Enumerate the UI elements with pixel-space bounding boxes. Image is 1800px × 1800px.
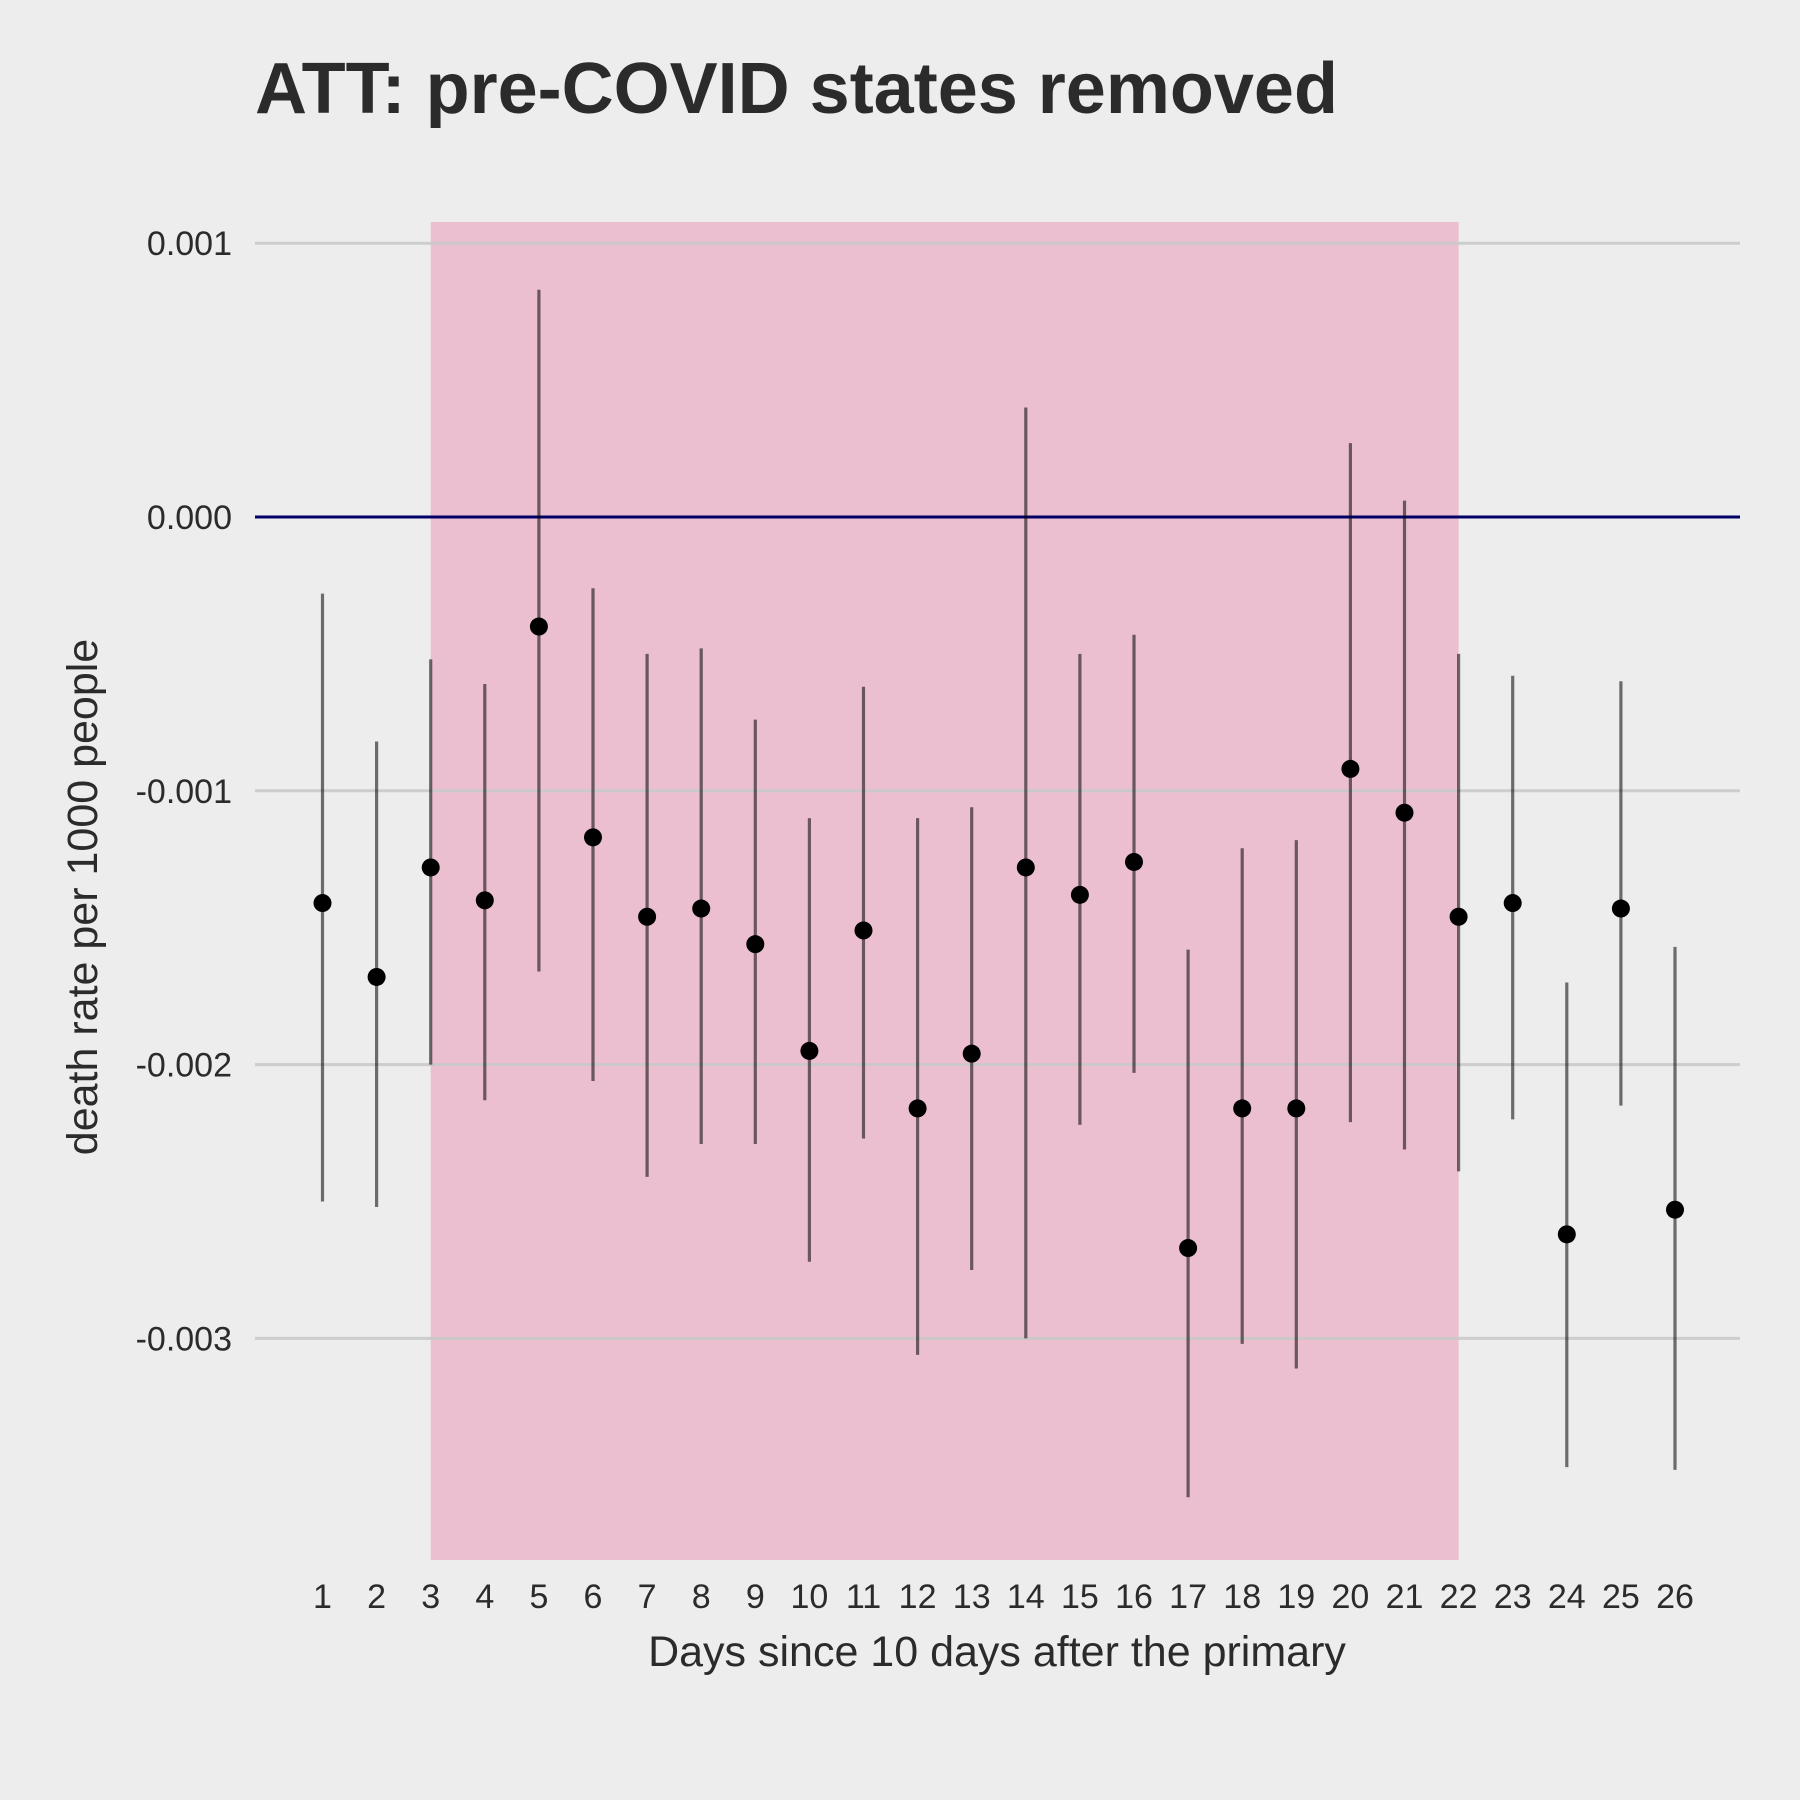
data-point [1341, 759, 1360, 778]
data-point [800, 1041, 819, 1060]
data-point [1395, 803, 1414, 822]
data-point [854, 921, 873, 940]
data-point [1449, 907, 1468, 926]
x-tick-label: 12 [899, 1578, 937, 1616]
x-tick-label: 21 [1386, 1578, 1424, 1616]
x-tick-label: 8 [692, 1578, 711, 1616]
y-tick-label: -0.002 [136, 1047, 232, 1085]
data-point [1503, 894, 1522, 913]
data-point [1016, 858, 1035, 877]
data-point [529, 617, 548, 636]
data-point [962, 1044, 981, 1063]
y-tick-label: 0.001 [147, 225, 232, 263]
x-tick-label: 9 [746, 1578, 765, 1616]
x-tick-label: 22 [1440, 1578, 1478, 1616]
x-tick-label: 26 [1656, 1578, 1694, 1616]
x-tick-label: 11 [846, 1578, 881, 1616]
x-tick-label: 2 [367, 1578, 386, 1616]
x-tick-label: 1 [313, 1578, 332, 1616]
x-tick-label: 25 [1602, 1578, 1640, 1616]
x-tick-label: 3 [421, 1578, 440, 1616]
data-point [475, 891, 494, 910]
highlight-region [430, 222, 1459, 1560]
y-tick-label: -0.001 [136, 773, 232, 811]
data-point [746, 935, 765, 954]
x-tick-label: 10 [790, 1578, 828, 1616]
x-tick-label: 20 [1331, 1578, 1369, 1616]
x-tick-label: 6 [584, 1578, 603, 1616]
x-tick-label: 16 [1115, 1578, 1153, 1616]
data-point [1611, 899, 1630, 918]
data-point [367, 967, 386, 986]
data-point [1666, 1200, 1684, 1219]
x-tick-label: 5 [529, 1578, 548, 1616]
x-axis-label: Days since 10 days after the primary [648, 1628, 1346, 1676]
data-point [1179, 1239, 1198, 1258]
x-tick-label: 17 [1169, 1578, 1207, 1616]
data-point [638, 907, 657, 926]
y-tick-label: -0.003 [136, 1320, 232, 1358]
x-tick-label: 18 [1223, 1578, 1261, 1616]
data-point [1233, 1099, 1252, 1118]
data-point [1070, 885, 1089, 904]
data-point [1125, 852, 1143, 871]
x-tick-label: 23 [1494, 1578, 1532, 1616]
x-tick-label: 7 [638, 1578, 657, 1616]
x-tick-label: 24 [1548, 1578, 1586, 1616]
x-tick-label: 15 [1061, 1578, 1099, 1616]
x-tick-label: 13 [953, 1578, 991, 1616]
data-point [1287, 1099, 1306, 1118]
chart-title: ATT: pre-COVID states removed [255, 49, 1338, 129]
data-point [584, 828, 602, 847]
data-point [1557, 1225, 1576, 1244]
data-point [692, 899, 711, 918]
x-tick-label: 19 [1277, 1578, 1315, 1616]
data-point [313, 894, 332, 913]
x-tick-label: 4 [475, 1578, 494, 1616]
data-point [421, 858, 440, 877]
y-tick-label: 0.000 [147, 499, 232, 537]
y-axis-label: death rate per 1000 people [59, 639, 107, 1155]
data-point [908, 1099, 927, 1118]
x-tick-label: 14 [1007, 1578, 1045, 1616]
